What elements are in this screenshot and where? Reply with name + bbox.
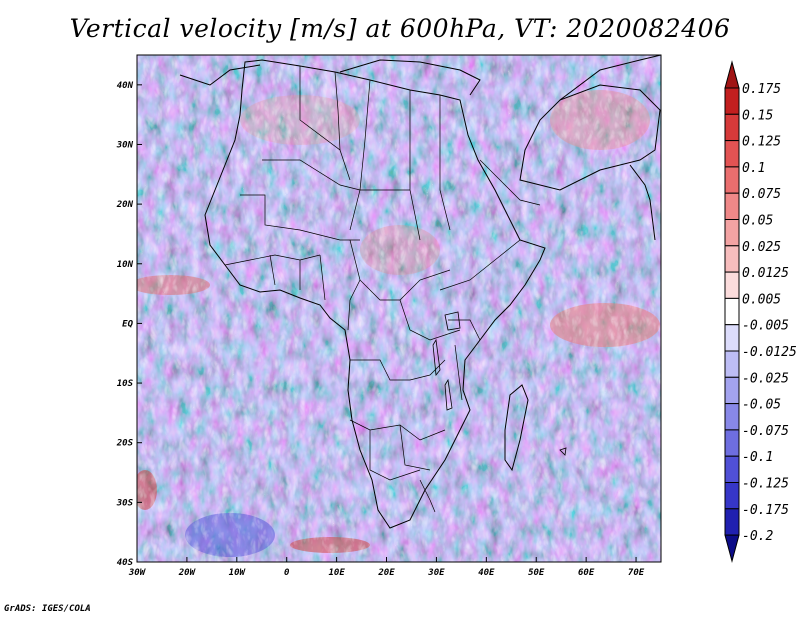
colorbar-segment <box>724 455 740 484</box>
lon-axis: 30W 20W 10W 0 10E 20E 30E 40E 50E 60E 70E <box>128 557 645 578</box>
lon-tick-label: 60E <box>578 568 595 578</box>
lat-tick-label: 20S <box>116 439 134 449</box>
colorbar-segment <box>724 87 740 115</box>
lon-tick-label: 10E <box>328 568 345 578</box>
lon-tick-label: 30E <box>427 568 445 578</box>
colorbar-label: -0.005 <box>742 319 789 334</box>
plot-frame <box>136 54 662 563</box>
velocity-field <box>137 55 661 562</box>
colorbar-label: 0.1 <box>742 161 765 176</box>
colorbar-label: 0.005 <box>742 292 781 307</box>
colorbar: 0.175 0.15 0.125 0.1 0.075 0.05 0.025 0.0125 0.0… <box>724 60 797 564</box>
colorbar-label: 0.075 <box>742 187 781 202</box>
chart-title: Vertical velocity [m/s] at 600hPa, VT: 2… <box>69 14 731 43</box>
lon-tick-label: 30W <box>128 568 147 578</box>
lat-tick-label: 30N <box>116 140 134 150</box>
colorbar-label: 0.175 <box>742 82 781 97</box>
colorbar-segment <box>724 113 740 142</box>
lon-tick-label: 0 <box>284 568 290 578</box>
colorbar-label: -0.1 <box>742 450 773 465</box>
colorbar-segment <box>724 245 740 273</box>
lat-tick-label: 20N <box>116 200 134 210</box>
lon-tick-label: 70E <box>628 568 645 578</box>
colorbar-label: -0.175 <box>742 503 789 518</box>
colorbar-label: 0.125 <box>742 135 781 150</box>
colorbar-segment <box>724 166 740 194</box>
colorbar-label: 0.025 <box>742 240 781 255</box>
colorbar-segment <box>724 219 740 247</box>
colorbar-label: -0.0125 <box>742 345 797 360</box>
colorbar-arrow-bottom <box>724 534 740 564</box>
lat-tick-label: 40S <box>117 558 134 568</box>
lakes <box>432 311 567 456</box>
lon-tick-label: 20W <box>178 568 197 578</box>
lat-tick-label: 30S <box>116 498 134 508</box>
colorbar-label: -0.075 <box>742 424 789 439</box>
lat-tick-label: 10N <box>117 260 134 270</box>
colorbar-label: -0.2 <box>742 529 773 544</box>
colorbar-segment <box>724 271 740 299</box>
colorbar-segment <box>724 482 740 510</box>
lat-axis: 40N 30N 20N 10N EQ 10S 20S 30S 40S <box>116 81 142 568</box>
colorbar-segment <box>724 324 740 352</box>
country-borders <box>224 66 541 513</box>
colorbar-segment <box>724 403 740 431</box>
colorbar-arrow-top <box>724 60 740 89</box>
lon-tick-label: 10W <box>229 568 247 578</box>
lon-tick-label: 20E <box>377 568 395 578</box>
colorbar-label: 0.15 <box>742 108 773 123</box>
lat-tick-label: EQ <box>122 319 133 329</box>
lat-tick-label: 10S <box>117 379 134 389</box>
colorbar-segment <box>724 350 740 378</box>
lat-tick-label: 40N <box>117 81 134 91</box>
colorbar-segment <box>724 140 740 168</box>
lon-tick-label: 40E <box>478 568 495 578</box>
footer-credit: GrADS: IGES/COLA <box>4 604 91 614</box>
colorbar-label: -0.025 <box>742 371 789 386</box>
colorbar-label: 0.0125 <box>742 266 789 281</box>
colorbar-segment <box>724 297 740 326</box>
colorbar-label: 0.05 <box>742 214 773 229</box>
colorbar-label: -0.125 <box>742 477 789 492</box>
colorbar-label: -0.05 <box>742 398 781 413</box>
colorbar-segment <box>724 192 740 220</box>
colorbar-segment <box>724 376 740 405</box>
lon-tick-label: 50E <box>528 568 545 578</box>
colorbar-segment <box>724 508 740 536</box>
colorbar-segment <box>724 429 740 457</box>
